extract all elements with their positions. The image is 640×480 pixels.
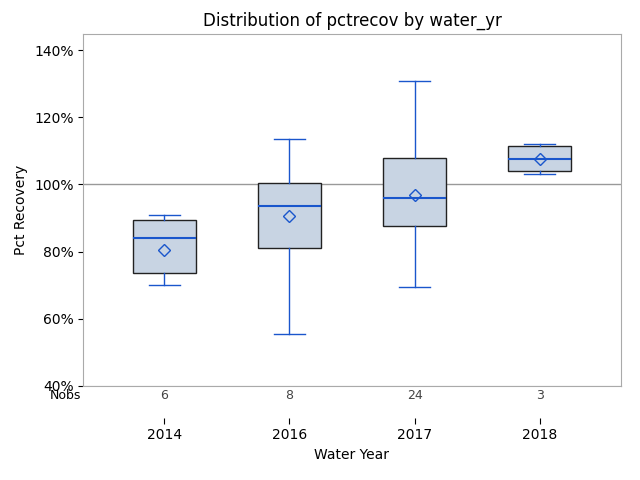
Text: Nobs: Nobs — [49, 389, 81, 402]
PathPatch shape — [383, 157, 446, 227]
Title: Distribution of pctrecov by water_yr: Distribution of pctrecov by water_yr — [203, 11, 501, 30]
PathPatch shape — [258, 183, 321, 248]
PathPatch shape — [508, 146, 571, 171]
Text: 8: 8 — [285, 389, 294, 402]
X-axis label: Water Year: Water Year — [314, 447, 390, 462]
Text: 6: 6 — [161, 389, 168, 402]
Y-axis label: Pct Recovery: Pct Recovery — [15, 165, 28, 255]
Text: 3: 3 — [536, 389, 543, 402]
Text: 24: 24 — [406, 389, 422, 402]
PathPatch shape — [133, 220, 196, 273]
